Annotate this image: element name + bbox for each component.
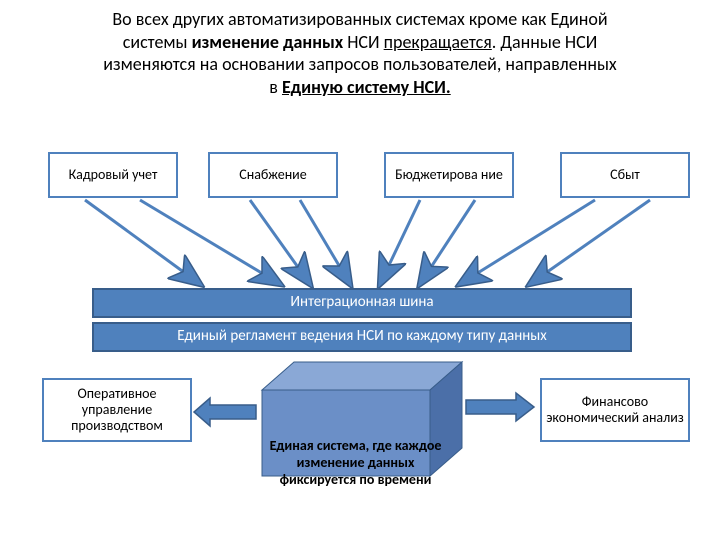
bus-integration: Интеграционная шина bbox=[92, 288, 632, 318]
box-label: Бюджетирова ние bbox=[395, 167, 503, 183]
title-line4b: Единую систему НСИ. bbox=[282, 76, 451, 98]
title-line1: Во всех других автоматизированных систем… bbox=[112, 8, 607, 30]
title-line4a: в bbox=[269, 76, 282, 98]
diagram-title: Во всех других автоматизированных систем… bbox=[0, 0, 720, 102]
title-line2c: НСИ bbox=[343, 31, 384, 53]
box-finansovo-ekonomicheskiy: Финансово экономический анализ bbox=[540, 378, 690, 442]
title-line3: изменяются на основании запросов пользов… bbox=[103, 53, 616, 75]
box-label: Снабжение bbox=[239, 167, 306, 183]
title-line2a: системы bbox=[123, 31, 192, 53]
bus-label: Интеграционная шина bbox=[290, 294, 433, 311]
bus-regulation: Единый регламент ведения НСИ по каждому … bbox=[92, 322, 632, 352]
box-label: Кадровый учет bbox=[69, 167, 158, 183]
title-line2b: изменение данных bbox=[192, 31, 344, 53]
arrow-left-icon bbox=[194, 398, 256, 426]
title-line2d: прекращается bbox=[384, 31, 492, 53]
box-label: Оперативное управление производством bbox=[48, 386, 186, 434]
box-sbyt: Сбыт bbox=[560, 152, 690, 198]
cube-label: Единая система, где каждое изменение дан… bbox=[268, 438, 443, 488]
box-snabzhenie: Снабжение bbox=[208, 152, 338, 198]
title-line2e: . Данные НСИ bbox=[492, 31, 597, 53]
box-kadrovyy-uchet: Кадровый учет bbox=[48, 152, 178, 198]
box-operativnoe-upravlenie: Оперативное управление производством bbox=[42, 378, 192, 442]
bus-label: Единый регламент ведения НСИ по каждому … bbox=[177, 328, 547, 345]
box-label: Сбыт bbox=[610, 167, 640, 183]
cube-label-text: Единая система, где каждое изменение дан… bbox=[270, 437, 442, 488]
arrow-right-icon bbox=[466, 393, 534, 421]
box-byudzhetirovanie: Бюджетирова ние bbox=[384, 152, 514, 198]
box-label: Финансово экономический анализ bbox=[546, 394, 684, 426]
